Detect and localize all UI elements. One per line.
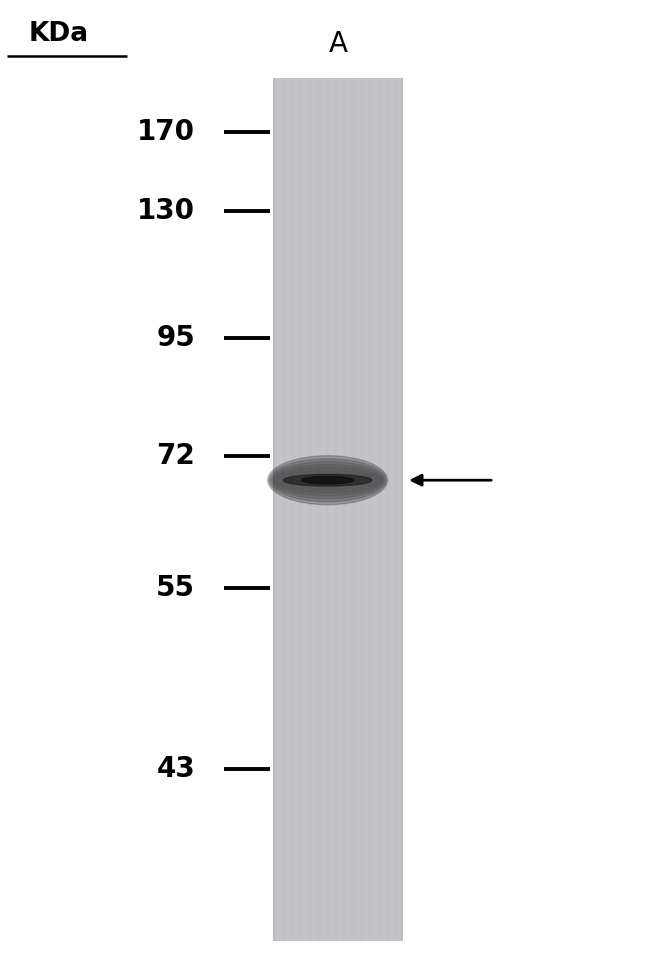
- Text: KDa: KDa: [29, 22, 88, 47]
- Bar: [299, 78, 304, 941]
- Text: 170: 170: [137, 119, 195, 146]
- Ellipse shape: [270, 462, 385, 499]
- Ellipse shape: [268, 456, 387, 505]
- Text: 95: 95: [156, 324, 195, 352]
- Bar: [346, 78, 351, 941]
- Text: 130: 130: [137, 197, 195, 224]
- Bar: [333, 78, 338, 941]
- Bar: [385, 78, 390, 941]
- Bar: [312, 78, 317, 941]
- Bar: [317, 78, 320, 941]
- Bar: [273, 78, 278, 941]
- Bar: [304, 78, 307, 941]
- Bar: [398, 78, 403, 941]
- Bar: [278, 78, 281, 941]
- Bar: [281, 78, 286, 941]
- Bar: [369, 78, 372, 941]
- Bar: [286, 78, 291, 941]
- Bar: [377, 78, 382, 941]
- Bar: [356, 78, 359, 941]
- Bar: [294, 78, 299, 941]
- Bar: [307, 78, 312, 941]
- Ellipse shape: [302, 476, 354, 484]
- Bar: [320, 78, 325, 941]
- Bar: [390, 78, 395, 941]
- Bar: [325, 78, 330, 941]
- Bar: [364, 78, 369, 941]
- Bar: [401, 78, 403, 941]
- Bar: [338, 78, 343, 941]
- Text: 55: 55: [156, 574, 195, 602]
- Ellipse shape: [283, 474, 372, 486]
- Bar: [291, 78, 294, 941]
- Bar: [359, 78, 364, 941]
- Bar: [351, 78, 356, 941]
- Bar: [372, 78, 377, 941]
- Bar: [273, 78, 403, 941]
- Bar: [395, 78, 398, 941]
- Bar: [330, 78, 333, 941]
- Text: 43: 43: [156, 756, 195, 783]
- Bar: [382, 78, 385, 941]
- Text: 72: 72: [156, 442, 195, 469]
- Bar: [273, 78, 275, 941]
- Ellipse shape: [269, 459, 386, 502]
- Ellipse shape: [273, 467, 382, 493]
- Ellipse shape: [272, 465, 384, 496]
- Bar: [343, 78, 346, 941]
- Text: A: A: [328, 30, 348, 58]
